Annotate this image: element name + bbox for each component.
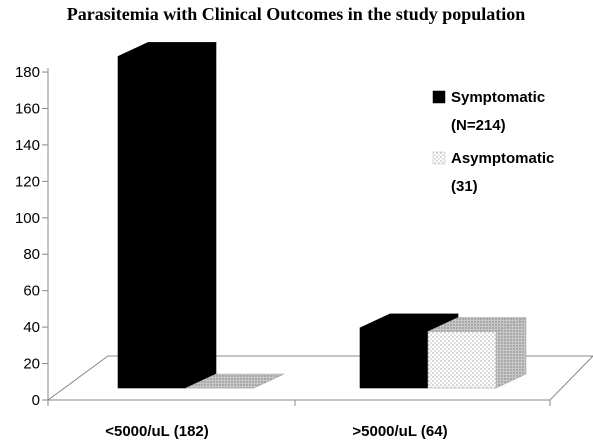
y-tick-label: 40 [23, 319, 40, 336]
bar [427, 331, 497, 389]
legend-label: Symptomatic [451, 89, 545, 106]
legend-label: (31) [451, 178, 478, 195]
bar [359, 327, 429, 389]
chart-floor [46, 355, 593, 406]
legend-swatch [432, 151, 446, 165]
x-axis-labels: <5000/uL (182) >5000/uL (64) [105, 423, 447, 440]
y-tick-label: 120 [15, 173, 40, 190]
legend: Symptomatic (N=214) Asymptomatic (31) [432, 89, 554, 195]
y-tick-label: 140 [15, 137, 40, 154]
legend-label: (N=214) [451, 117, 506, 134]
y-axis: 0 20 40 60 80 100 120 140 160 180 [15, 64, 49, 409]
bar-side [185, 41, 217, 389]
y-tick-label: 180 [15, 64, 40, 81]
y-tick-label: 0 [32, 392, 40, 409]
bars [117, 41, 527, 389]
x-category-label: <5000/uL (182) [105, 423, 209, 440]
legend-label: Asymptomatic [451, 150, 554, 167]
y-tick-label: 80 [23, 246, 40, 263]
y-tick-label: 100 [15, 210, 40, 227]
y-tick-label: 160 [15, 100, 40, 117]
chart-title: Parasitemia with Clinical Outcomes in th… [67, 4, 526, 24]
y-tick-label: 20 [23, 356, 40, 373]
bar [117, 56, 187, 389]
x-category-label: >5000/uL (64) [352, 423, 447, 440]
legend-swatch [432, 90, 446, 104]
y-tick-label: 60 [23, 283, 40, 300]
